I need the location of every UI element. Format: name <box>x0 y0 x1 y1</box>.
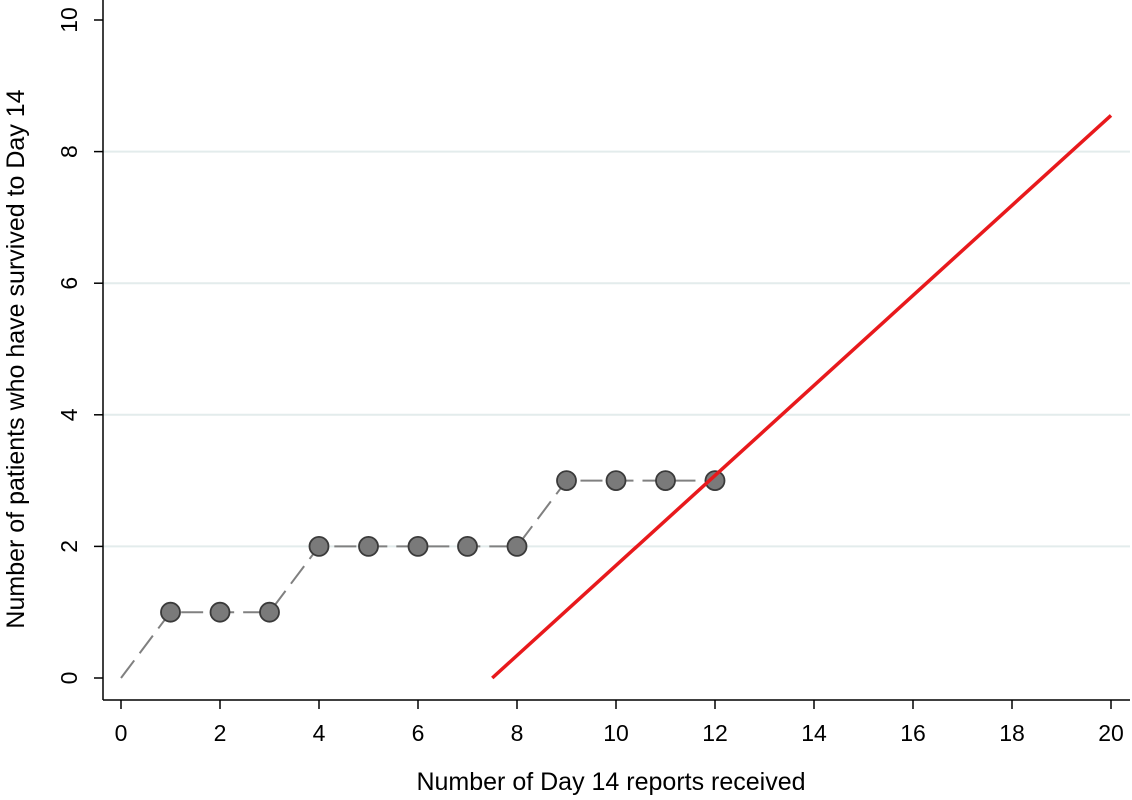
gridlines <box>103 150 1130 548</box>
data-point <box>457 536 478 557</box>
x-tick-label: 2 <box>214 720 227 746</box>
data-point <box>556 470 577 492</box>
data-point <box>160 601 181 623</box>
x-tick-label: 16 <box>900 720 926 746</box>
y-tick-label: 0 <box>56 672 82 685</box>
x-tick-label: 12 <box>702 720 728 746</box>
data-point <box>358 536 379 557</box>
y-tick-label: 2 <box>56 540 82 553</box>
data-point <box>407 536 429 557</box>
series-1-line <box>120 479 715 679</box>
x-tick-label: 6 <box>412 720 425 746</box>
data-point <box>506 536 528 557</box>
x-tick-label: 4 <box>313 720 326 746</box>
y-tick-label: 10 <box>56 7 82 33</box>
y-tick-label: 8 <box>56 145 82 158</box>
y-tick-label: 6 <box>56 277 82 290</box>
data-point <box>209 601 231 623</box>
data-point <box>605 470 627 492</box>
data-point <box>308 536 330 557</box>
y-axis-title: Number of patients who have survived to … <box>2 89 30 628</box>
data-point <box>704 470 726 492</box>
x-tick-label: 14 <box>801 720 827 746</box>
y-tick-label: 4 <box>56 408 82 421</box>
x-tick-label: 8 <box>511 720 524 746</box>
x-axis-title: Number of Day 14 reports received <box>416 768 805 796</box>
axis-ticks: 0 2 4 6 8 10 0 2 4 6 8 10 12 14 16 18 20 <box>56 7 1124 746</box>
x-tick-label: 20 <box>1098 720 1124 746</box>
data-point <box>655 470 676 492</box>
series-layer <box>120 114 1113 680</box>
x-tick-label: 18 <box>999 720 1025 746</box>
x-tick-label: 0 <box>115 720 128 746</box>
series-2-line <box>491 114 1113 680</box>
data-point <box>259 601 280 623</box>
x-tick-label: 10 <box>603 720 629 746</box>
